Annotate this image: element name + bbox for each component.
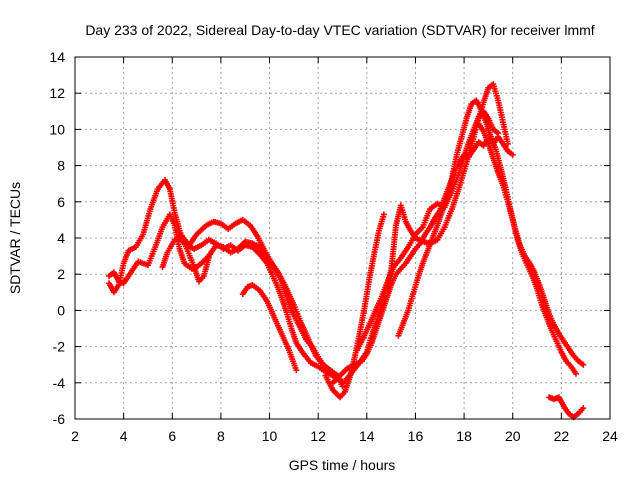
x-tick-label: 8 — [217, 428, 225, 444]
series-arc-10 — [395, 97, 587, 368]
chart-title: Day 233 of 2022, Sidereal Day-to-day VTE… — [85, 22, 594, 38]
y-tick-label: 14 — [49, 49, 65, 65]
data-point-marker — [572, 370, 579, 377]
y-tick-label: 8 — [57, 158, 65, 174]
plot-frame — [74, 56, 611, 420]
y-tick-label: 12 — [49, 85, 65, 101]
y-tick-label: 2 — [57, 266, 65, 282]
x-tick-label: 14 — [359, 428, 375, 444]
x-axis-label: GPS time / hours — [289, 457, 396, 473]
series-arc-12 — [546, 394, 587, 421]
y-axis-label: SDTVAR / TECUs — [7, 182, 23, 294]
series-arc-11 — [475, 120, 579, 377]
y-tick-label: 4 — [57, 230, 65, 246]
x-tick-label: 18 — [456, 428, 472, 444]
data-point-marker — [380, 211, 387, 218]
series-arc-4 — [176, 235, 344, 383]
y-tick-label: 6 — [57, 194, 65, 210]
data-point-marker — [293, 367, 300, 374]
data-point-marker — [504, 140, 511, 147]
x-tick-label: 22 — [554, 428, 570, 444]
y-tick-label: -4 — [53, 375, 66, 391]
y-tick-label: 10 — [49, 121, 65, 137]
y-tick-label: 0 — [57, 302, 65, 318]
grid-lines — [75, 57, 610, 419]
x-tick-label: 16 — [408, 428, 424, 444]
y-tick-label: -2 — [53, 339, 66, 355]
y-tick-label: -6 — [53, 411, 66, 427]
x-tick-label: 4 — [120, 428, 128, 444]
x-tick-label: 12 — [310, 428, 326, 444]
data-point-marker — [509, 151, 516, 158]
x-tick-label: 10 — [262, 428, 278, 444]
data-point-marker — [580, 361, 587, 368]
x-tick-label: 6 — [168, 428, 176, 444]
data-point-marker — [580, 405, 587, 412]
series-arc-5 — [239, 282, 300, 374]
x-tick-label: 20 — [505, 428, 521, 444]
data-point-marker — [495, 130, 502, 137]
x-tick-label: 2 — [71, 428, 79, 444]
series-arc-9 — [354, 108, 502, 354]
data-series-layer — [106, 81, 587, 421]
x-tick-label: 24 — [602, 428, 618, 444]
